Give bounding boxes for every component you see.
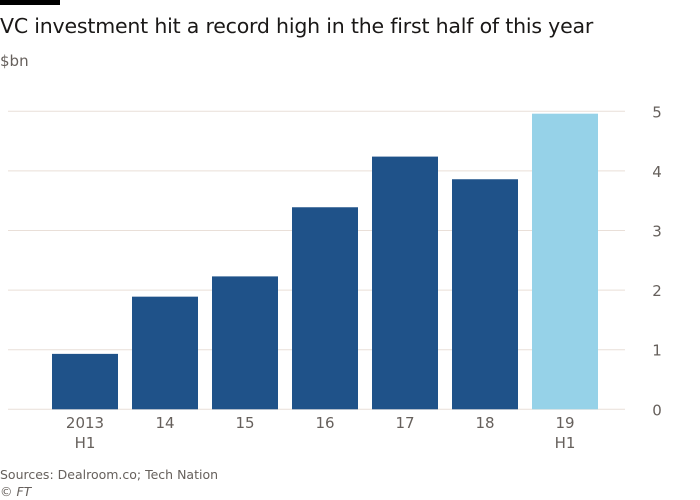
x-tick-label: 16 xyxy=(315,414,334,432)
x-tick-label: H1 xyxy=(75,434,96,452)
bar-14 xyxy=(132,296,198,410)
y-tick-label: 4 xyxy=(652,163,662,181)
bar-19 xyxy=(532,113,598,410)
bar-16 xyxy=(292,207,358,410)
bar-15 xyxy=(212,276,278,410)
x-tick-label: 2013 xyxy=(66,414,104,432)
x-tick-label: 19 xyxy=(555,414,574,432)
y-tick-label: 0 xyxy=(652,401,662,419)
chart-title: VC investment hit a record high in the f… xyxy=(0,14,594,38)
y-tick-label: 1 xyxy=(652,342,662,360)
copyright: © FT xyxy=(0,484,32,499)
bar-2013 xyxy=(52,353,118,410)
x-tick-label: 15 xyxy=(235,414,254,432)
y-tick-label: 3 xyxy=(652,223,662,241)
x-tick-label: 14 xyxy=(155,414,174,432)
bar-18 xyxy=(452,179,518,410)
y-tick-label: 5 xyxy=(652,103,662,121)
x-tick-label: 17 xyxy=(395,414,414,432)
source-note: Sources: Dealroom.co; Tech Nation xyxy=(0,467,219,482)
y-tick-label: 2 xyxy=(652,282,662,300)
ft-top-bar xyxy=(0,0,60,5)
x-tick-label: H1 xyxy=(555,434,576,452)
bar-17 xyxy=(372,156,438,410)
bar-chart: 0 1 2 3 4 5 2013 H1 14 15 16 17 18 19 H1 xyxy=(8,103,662,452)
x-tick-label: 18 xyxy=(475,414,494,432)
unit-label: $bn xyxy=(0,52,29,70)
